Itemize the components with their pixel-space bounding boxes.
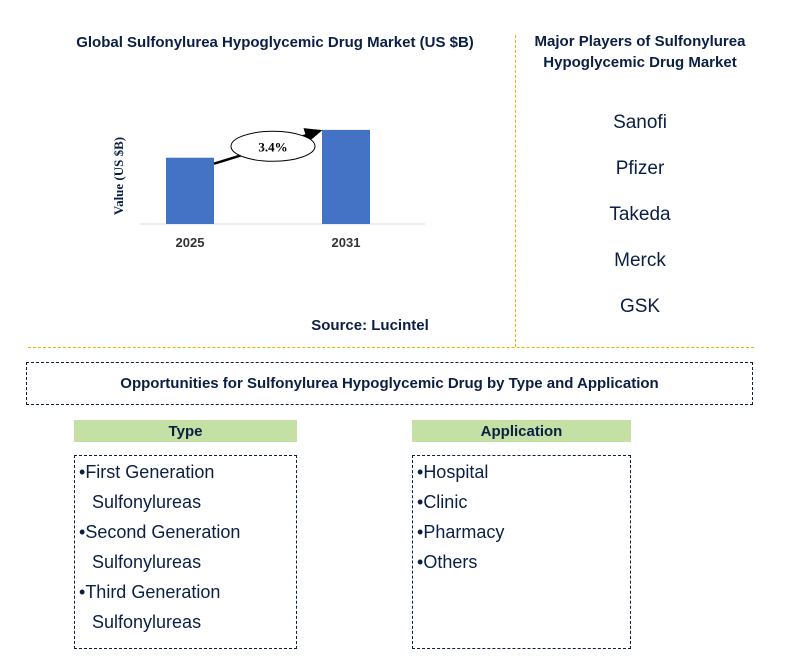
- opportunities-title: Opportunities for Sulfonylurea Hypoglyce…: [26, 362, 753, 405]
- application-list: Hospital Clinic Pharmacy Others: [417, 457, 626, 577]
- list-item: First Generation Sulfonylureas: [79, 457, 292, 517]
- vertical-divider: [515, 35, 516, 347]
- source-label: Source: Lucintel: [311, 317, 429, 334]
- x-tick-label: 2031: [332, 235, 361, 250]
- list-item: Clinic: [417, 487, 626, 517]
- player-name: Pfizer: [615, 158, 665, 179]
- growth-rate-bubble: [230, 130, 316, 162]
- list-item: Others: [417, 547, 626, 577]
- chart-title: Global Sulfonylurea Hypoglycemic Drug Ma…: [76, 34, 474, 51]
- bar-2031: [322, 129, 370, 224]
- player-name: GSK: [619, 296, 661, 317]
- list-item: Hospital: [417, 457, 626, 487]
- y-axis-label: Value (US $B): [111, 137, 126, 215]
- players-title: Major Players of Sulfonylurea Hypoglycem…: [534, 33, 746, 71]
- list-item: Second Generation Sulfonylureas: [79, 517, 292, 577]
- x-tick-label: 2025: [176, 235, 205, 250]
- type-list: First Generation Sulfonylureas Second Ge…: [79, 457, 292, 637]
- type-list-box: First Generation Sulfonylureas Second Ge…: [74, 455, 297, 649]
- list-item: Pharmacy: [417, 517, 626, 547]
- growth-rate-label: 3.4%: [258, 139, 287, 154]
- horizontal-divider: [28, 347, 754, 348]
- bar-2025: [166, 157, 214, 224]
- application-list-box: Hospital Clinic Pharmacy Others: [412, 455, 631, 649]
- type-header: Type: [74, 420, 297, 442]
- bar-chart: Value (US $B) 2025 2031 3.4%: [111, 128, 425, 250]
- list-item: Third Generation Sulfonylureas: [79, 577, 292, 637]
- player-name: Merck: [614, 250, 666, 271]
- player-name: Sanofi: [613, 112, 667, 133]
- player-name: Takeda: [609, 204, 671, 225]
- application-header: Application: [412, 420, 631, 442]
